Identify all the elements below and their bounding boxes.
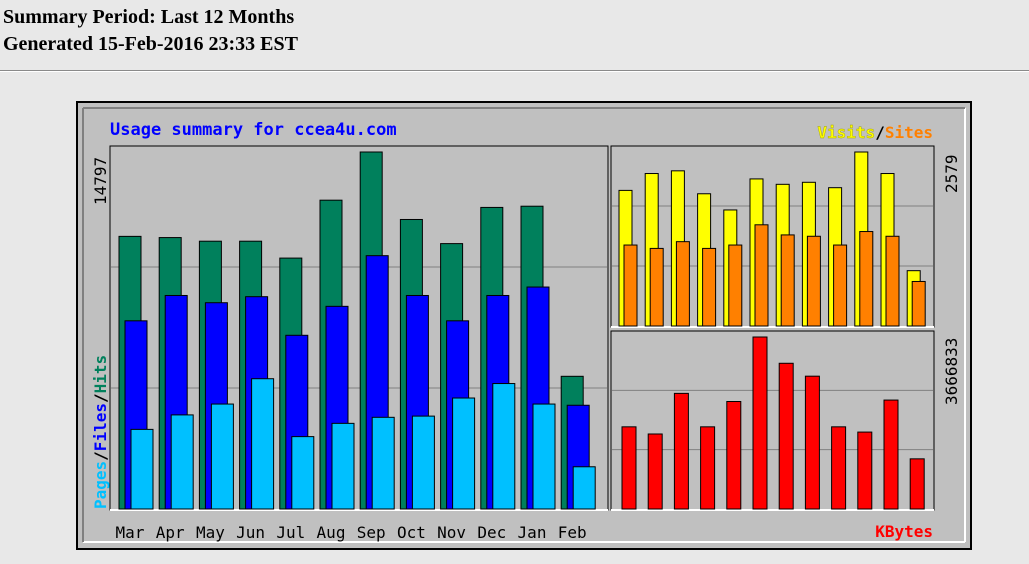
month-label-aug: Aug <box>317 523 346 542</box>
chart-bars <box>118 151 926 510</box>
pages-bar-jan <box>532 403 556 510</box>
legend-pages: Pages <box>91 461 110 509</box>
pages-bar-oct <box>411 415 435 510</box>
kbytes-bar-apr <box>647 433 663 510</box>
pages-bar-nov <box>452 397 476 510</box>
kbytes-panel-frame <box>610 330 935 511</box>
sites-bar-mar <box>623 244 638 327</box>
sites-bar-oct <box>806 235 821 327</box>
pages-bar-aug <box>331 422 355 510</box>
kbytes-bar-jan <box>883 399 899 510</box>
pages-bar-apr <box>170 414 194 510</box>
usage-summary-chart: Usage summary for ccea4u.com Visits/Site… <box>76 101 972 550</box>
legend-separator-1: / <box>875 123 885 142</box>
month-label-jun: Jun <box>236 523 265 542</box>
visits-max-label: 2579 <box>942 154 961 193</box>
kbytes-bar-jul <box>726 401 742 510</box>
kbytes-bar-mar <box>621 426 637 510</box>
sites-bar-jun <box>702 247 717 327</box>
pages-bar-mar <box>130 428 154 510</box>
legend-kbytes: KBytes <box>875 522 933 541</box>
pages-bar-jun <box>251 378 275 510</box>
horizontal-rule <box>0 70 1029 72</box>
sites-bar-jan <box>885 235 900 327</box>
kbytes-bar-sep <box>778 362 794 510</box>
pages-bar-jul <box>291 436 315 510</box>
month-label-jan: Jan <box>518 523 547 542</box>
legend-sites: Sites <box>885 123 933 142</box>
legend-hits: Hits <box>91 355 110 394</box>
legend-visits: Visits <box>817 123 875 142</box>
sites-bar-aug <box>754 224 769 327</box>
kbytes-bar-oct <box>804 375 820 510</box>
summary-period-heading: Summary Period: Last 12 Months <box>3 6 295 28</box>
pages-bar-sep <box>371 416 395 510</box>
month-label-dec: Dec <box>477 523 506 542</box>
sites-bar-sep <box>780 234 795 327</box>
month-label-jul: Jul <box>276 523 305 542</box>
pages-bar-may <box>210 403 234 510</box>
kbytes-bar-dec <box>857 431 873 510</box>
sites-bar-dec <box>859 231 874 327</box>
generated-date-heading: Generated 15-Feb-2016 23:33 EST <box>3 33 298 55</box>
pages-bar-feb <box>572 466 596 510</box>
kbytes-bar-aug <box>752 336 768 510</box>
kbytes-bar-may <box>673 392 689 510</box>
pages-files-hits-legend: Pages/Files/Hits <box>91 355 110 509</box>
sites-bar-apr <box>649 247 664 327</box>
chart-title: Usage summary for ccea4u.com <box>110 120 397 140</box>
sites-bar-feb <box>911 280 926 327</box>
visits-sites-legend: Visits/Sites <box>817 123 933 142</box>
kbytes-max-label: 3666833 <box>942 338 961 405</box>
month-label-mar: Mar <box>116 523 145 542</box>
legend-separator-3: / <box>91 393 110 403</box>
legend-separator-2: / <box>91 451 110 461</box>
month-axis-labels: Mar Apr May Jun Jul Aug Sep Oct Nov Dec Jan Feb <box>116 523 587 542</box>
sites-bar-jul <box>728 244 743 327</box>
sites-bar-may <box>675 241 690 327</box>
month-label-nov: Nov <box>437 523 466 542</box>
sites-bar-nov <box>833 244 848 327</box>
month-label-apr: Apr <box>156 523 185 542</box>
kbytes-bar-nov <box>831 426 847 510</box>
legend-files: Files <box>91 403 110 451</box>
pages-bar-dec <box>492 383 516 510</box>
month-label-may: May <box>196 523 225 542</box>
month-label-feb: Feb <box>558 523 587 542</box>
kbytes-bar-jun <box>700 426 716 510</box>
hits-max-label: 14797 <box>91 157 110 205</box>
visits-panel-frame <box>610 145 935 328</box>
month-label-oct: Oct <box>397 523 426 542</box>
month-label-sep: Sep <box>357 523 386 542</box>
kbytes-bar-feb <box>909 458 925 510</box>
